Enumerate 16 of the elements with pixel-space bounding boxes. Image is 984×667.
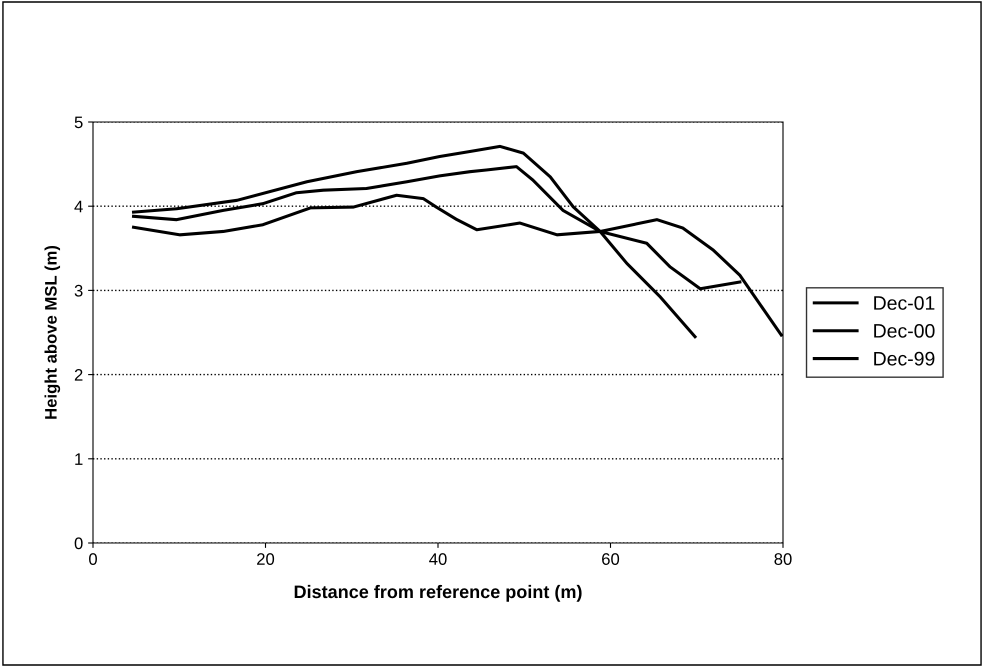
x-tick-label: 0 (89, 553, 97, 565)
x-axis-title: Distance from reference point (m) (294, 584, 582, 602)
y-axis-title: Height above MSL (m) (44, 246, 60, 419)
y-tick-label: 0 (74, 537, 83, 550)
legend-label: Dec-00 (874, 324, 935, 338)
y-tick-label: 1 (75, 453, 82, 465)
legend-label: Dec-01 (874, 296, 934, 310)
x-tick-label: 40 (429, 553, 447, 565)
x-tick-label: 60 (602, 553, 620, 565)
x-tick-label: 80 (774, 553, 792, 565)
y-tick-label: 3 (74, 284, 83, 297)
legend-label: Dec-99 (874, 352, 934, 366)
x-tick-label: 20 (257, 553, 274, 565)
y-tick-label: 2 (74, 369, 82, 381)
y-tick-label: 4 (74, 200, 83, 212)
y-tick-label: 5 (74, 116, 83, 128)
